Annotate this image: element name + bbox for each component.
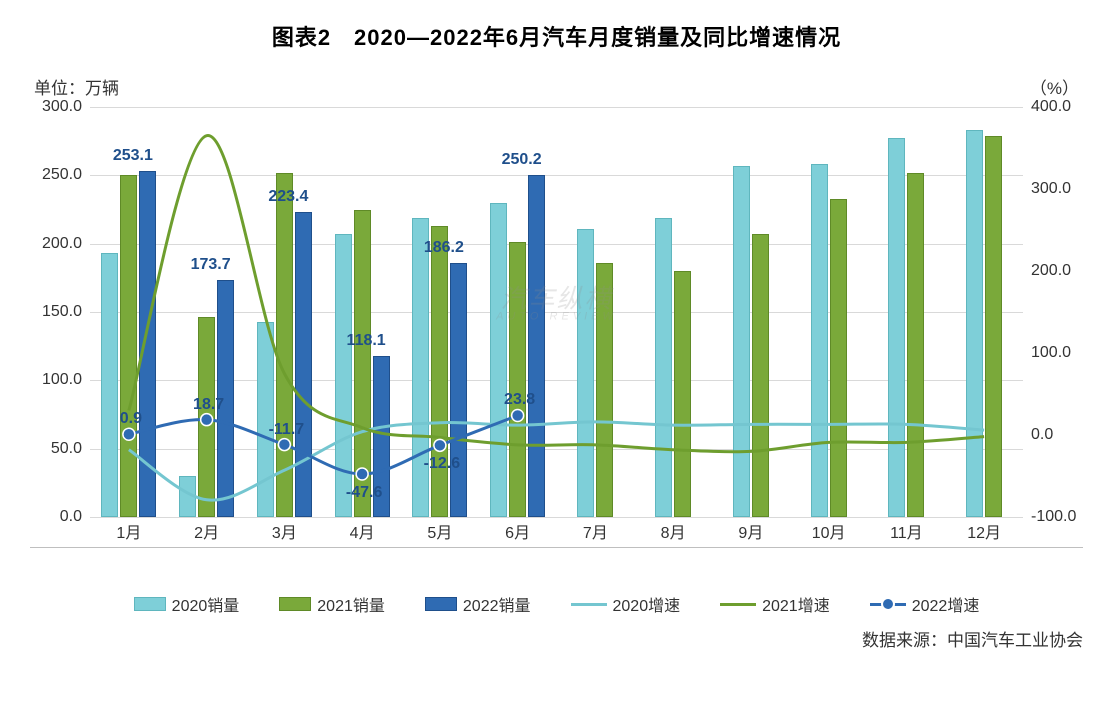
y-right-tick: 200.0 (1031, 262, 1083, 280)
chart-title: 图表2 2020—2022年6月汽车月度销量及同比增速情况 (30, 20, 1083, 52)
x-tick-label: 5月 (427, 519, 452, 543)
legend-label: 2022增速 (912, 592, 980, 616)
legend-item: 2022销量 (425, 592, 531, 616)
y-right-tick: 400.0 (1031, 98, 1083, 116)
legend-label: 2022销量 (463, 592, 531, 616)
line-2022增速-marker (123, 428, 135, 440)
x-tick-label: 1月 (116, 519, 141, 543)
x-tick-label: 10月 (812, 519, 846, 543)
legend-item: 2022增速 (870, 592, 980, 616)
legend-line-swatch (870, 603, 906, 606)
line-2022增速-marker (434, 439, 446, 451)
y-right-tick: 300.0 (1031, 180, 1083, 198)
x-tick-label: 11月 (890, 519, 923, 543)
y-right-tick: 0.0 (1031, 426, 1083, 444)
x-tick-label: 8月 (661, 519, 686, 543)
x-tick-label: 9月 (738, 519, 763, 543)
legend-swatch (425, 597, 457, 611)
legend-item: 2020增速 (571, 592, 681, 616)
y-left-tick: 150.0 (30, 303, 82, 321)
legend-swatch (279, 597, 311, 611)
line-value-label-2022: -11.7 (269, 421, 305, 439)
grid-line (90, 517, 1023, 518)
legend-item: 2021增速 (720, 592, 830, 616)
x-tick-label: 2月 (194, 519, 219, 543)
line-2022增速-marker (201, 414, 213, 426)
unit-right: （%） (1030, 74, 1079, 99)
legend-item: 2021销量 (279, 592, 385, 616)
bar-value-label-2022: 223.4 (268, 188, 308, 206)
line-value-label-2022: 0.9 (120, 410, 142, 428)
bar-value-label-2022: 250.2 (502, 151, 542, 169)
x-tick-label: 3月 (272, 519, 297, 543)
legend-line-swatch (720, 603, 756, 606)
data-source: 数据来源：中国汽车工业协会 (30, 626, 1083, 651)
legend-swatch (134, 597, 166, 611)
legend-label: 2021增速 (762, 592, 830, 616)
bar-value-label-2022: 186.2 (424, 239, 464, 257)
y-right-tick: -100.0 (1031, 508, 1083, 526)
legend-label: 2020销量 (172, 592, 240, 616)
y-left-tick: 300.0 (30, 98, 82, 116)
y-left-tick: 200.0 (30, 235, 82, 253)
x-tick-label: 6月 (505, 519, 530, 543)
bar-value-label-2022: 253.1 (113, 147, 153, 165)
legend-marker (881, 597, 895, 611)
line-2021增速 (129, 136, 984, 452)
chart-area: 汽车纵横 AUTO REVIEW 0.050.0100.0150.0200.02… (30, 107, 1083, 548)
line-value-label-2022: -47.6 (346, 484, 382, 502)
legend-item: 2020销量 (134, 592, 240, 616)
legend-label: 2020增速 (613, 592, 681, 616)
plot-area: 汽车纵横 AUTO REVIEW 0.050.0100.0150.0200.02… (90, 107, 1023, 517)
y-left-tick: 250.0 (30, 166, 82, 184)
line-value-label-2022: 18.7 (193, 396, 224, 414)
line-value-label-2022: -12.6 (424, 455, 460, 473)
y-left-tick: 0.0 (30, 508, 82, 526)
line-2022增速-marker (512, 409, 524, 421)
legend-line-swatch (571, 603, 607, 606)
bar-value-label-2022: 118.1 (347, 332, 386, 350)
y-left-tick: 50.0 (30, 440, 82, 458)
bar-value-label-2022: 173.7 (191, 256, 231, 274)
unit-left: 单位：万辆 (34, 74, 119, 99)
y-left-tick: 100.0 (30, 371, 82, 389)
line-overlay (90, 107, 1023, 517)
unit-row: 单位：万辆 （%） (30, 74, 1083, 99)
line-value-label-2022: 23.8 (504, 391, 535, 409)
chart-legend: 2020销量 2021销量 2022销量 2020增速 2021增速 2022增速 (30, 592, 1083, 616)
x-tick-label: 7月 (583, 519, 608, 543)
legend-label: 2021销量 (317, 592, 385, 616)
line-2022增速-marker (278, 439, 290, 451)
y-right-tick: 100.0 (1031, 344, 1083, 362)
x-tick-label: 4月 (350, 519, 375, 543)
x-tick-label: 12月 (967, 519, 1001, 543)
line-2022增速-marker (356, 468, 368, 480)
